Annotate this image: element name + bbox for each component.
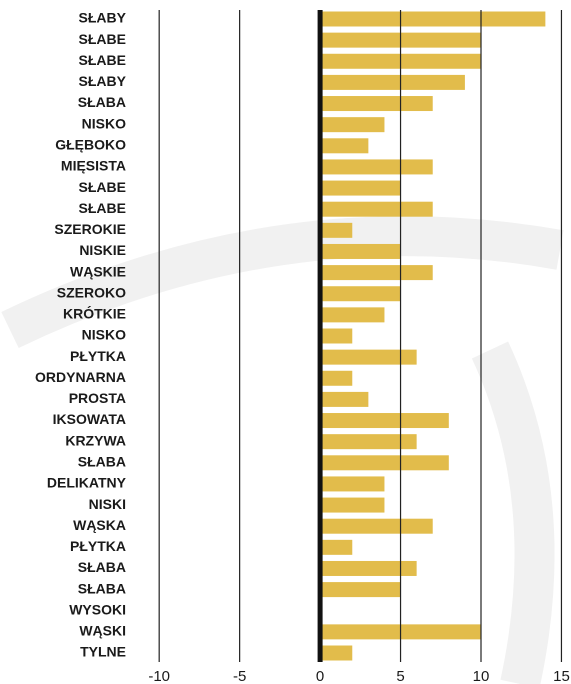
x-tick-label: -10 [148,668,170,684]
bar [320,12,545,27]
y-tick-label: SŁABE [79,179,126,195]
y-tick-label: KRZYWA [65,432,126,448]
x-tick-label: 0 [316,668,324,684]
x-tick-label: 15 [553,668,570,684]
y-tick-label: SŁABE [79,31,126,47]
bar [320,223,352,238]
y-tick-label: SŁABE [79,52,126,68]
bar [320,181,400,196]
y-tick-label: DELIKATNY [47,475,127,491]
bar [320,350,417,365]
y-tick-label: SŁABA [78,559,126,575]
bar [320,75,465,90]
y-tick-label: IKSOWATA [53,411,126,427]
bar [320,329,352,344]
bar [320,159,433,174]
y-tick-label: ORDYNARNA [35,369,126,385]
bar [320,646,352,661]
watermark-arc [490,350,535,684]
x-tick-label: 10 [473,668,490,684]
y-tick-label: PŁYTKA [70,538,126,554]
bar [320,476,384,491]
y-tick-label: SZEROKO [57,284,126,300]
y-tick-label: SŁABY [79,10,127,26]
bar [320,371,352,386]
bar [320,117,384,132]
y-tick-label: WĄSKI [79,623,126,639]
bar [320,519,433,534]
bar [320,561,417,576]
bar [320,413,449,428]
bar [320,138,368,153]
bar [320,202,433,217]
bar [320,265,433,280]
y-tick-label: PŁYTKA [70,348,126,364]
bar [320,392,368,407]
bar [320,455,449,470]
y-tick-label: SŁABE [79,200,126,216]
y-tick-label: SŁABA [78,94,126,110]
x-tick-label: 5 [396,668,404,684]
y-tick-label: SŁABA [78,580,126,596]
x-tick-label: -5 [233,668,246,684]
bar [320,582,400,597]
y-tick-label: SŁABY [79,73,127,89]
y-tick-label: SŁABA [78,454,126,470]
bar [320,498,384,513]
y-tick-label: SZEROKIE [54,221,126,237]
y-tick-label: GŁĘBOKO [55,137,126,153]
y-tick-label: WĄSKA [73,517,126,533]
y-tick-label: KRÓTKIE [63,305,126,322]
y-tick-label: NISKI [89,496,126,512]
bar [320,286,400,301]
bar [320,540,352,555]
y-tick-label: MIĘSISTA [61,158,126,174]
y-tick-label: WYSOKI [69,601,126,617]
y-tick-label: NISKIE [79,242,126,258]
bar [320,434,417,449]
y-tick-label: PROSTA [69,390,126,406]
bar [320,307,384,322]
chart: SŁABY SŁABE SŁABE SŁABY SŁABA NISKO GŁĘBOKO MIĘ… [0,0,571,684]
bar [320,244,400,259]
y-tick-label: TYLNE [80,644,126,660]
y-tick-label: NISKO [82,327,126,343]
y-tick-label: NISKO [82,115,126,131]
y-tick-label: WĄSKIE [70,263,126,279]
bar [320,96,433,111]
